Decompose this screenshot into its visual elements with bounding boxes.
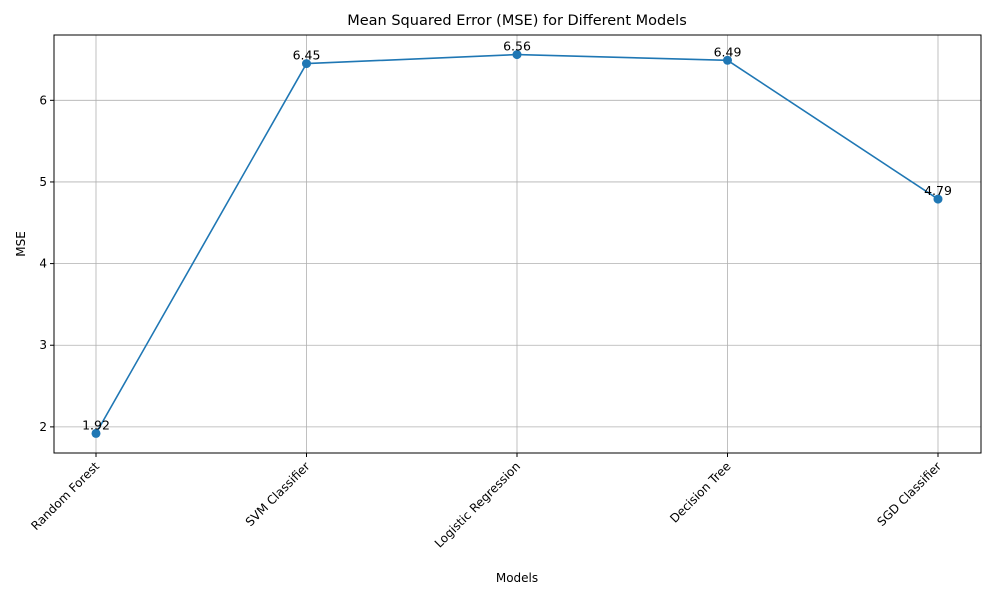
x-tick-label: SVM Classifier: [243, 459, 313, 529]
y-tick-label: 2: [39, 420, 47, 434]
x-tick-label: Decision Tree: [667, 459, 733, 525]
data-label: 4.79: [924, 183, 952, 198]
data-point: [933, 194, 943, 204]
data-label: 6.56: [503, 39, 531, 54]
data-point: [723, 55, 732, 65]
grid: [54, 35, 981, 453]
plot-frame: [53, 34, 982, 454]
x-axis-label: Models: [496, 571, 538, 585]
y-tick-label: 4: [39, 257, 47, 271]
chart-title: Mean Squared Error (MSE) for Different M…: [347, 13, 687, 29]
x-axis-ticks: Random Forest SVM Classifier Logistic Regr…: [28, 453, 944, 551]
data-point: [512, 50, 522, 60]
y-tick-label: 5: [39, 175, 47, 189]
y-tick-label: 3: [39, 338, 47, 352]
series-markers: [91, 50, 943, 438]
x-tick-label: Logistic Regression: [432, 459, 523, 550]
data-label: 1.92: [82, 417, 110, 432]
y-axis-ticks: 2 3 4 5 6: [39, 93, 54, 434]
data-point: [302, 59, 311, 69]
data-label: 6.49: [714, 44, 742, 59]
data-label: 6.45: [293, 48, 321, 63]
y-tick-label: 6: [39, 93, 47, 107]
data-labels: 1.92 6.45 6.56 6.49 4.79: [82, 39, 952, 433]
y-axis-label: MSE: [14, 231, 28, 257]
x-tick-label: SGD Classifier: [874, 459, 944, 529]
data-point: [91, 428, 101, 438]
x-tick-label: Random Forest: [28, 459, 102, 533]
